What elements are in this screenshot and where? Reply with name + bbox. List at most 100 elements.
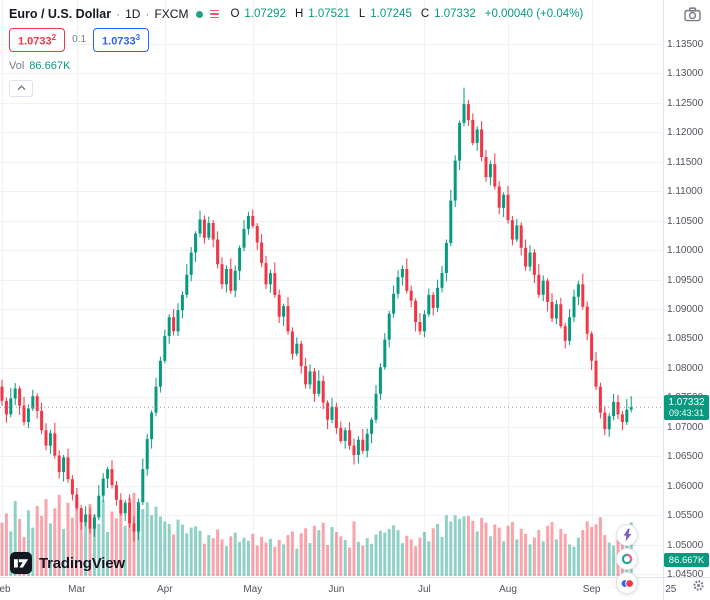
low-label: L	[358, 8, 366, 20]
volume-bar	[484, 522, 488, 576]
volume-bar	[339, 536, 343, 576]
volume-bar	[106, 532, 110, 576]
volume-bar	[387, 528, 391, 576]
volume-bar	[524, 533, 528, 576]
candle-body	[62, 457, 66, 473]
community-button[interactable]	[616, 572, 638, 594]
candle-body	[356, 439, 360, 455]
time-axis[interactable]	[0, 578, 710, 600]
candle-body	[79, 508, 83, 523]
candle-body	[31, 396, 35, 409]
exchange-label[interactable]: FXCM	[154, 7, 189, 21]
sell-price-sup: 2	[51, 33, 57, 42]
price-axis[interactable]	[663, 0, 710, 577]
volume-bar	[273, 546, 277, 576]
open-value: 1.07292	[244, 8, 286, 20]
candle-body	[277, 294, 281, 317]
volume-bar	[123, 525, 127, 576]
volume-bar	[356, 541, 360, 576]
volume-bar	[519, 528, 523, 576]
volume-bar	[431, 528, 435, 576]
bar-countdown: 09:43:31	[668, 408, 705, 418]
volume-bar	[114, 518, 118, 576]
candle-body	[308, 371, 312, 385]
volume-bar	[88, 504, 92, 576]
tradingview-logo[interactable]: TradingView	[10, 552, 125, 574]
quick-menu-icon[interactable]	[210, 9, 220, 19]
volume-bar	[286, 535, 290, 576]
volume-bar	[370, 543, 374, 576]
volume-bar	[299, 533, 303, 576]
candle-body	[519, 225, 523, 248]
spread-value: 0.1	[72, 34, 87, 46]
symbol-title[interactable]: Euro / U.S. Dollar	[9, 7, 112, 21]
volume-bar	[0, 522, 4, 576]
candle-body	[136, 502, 140, 532]
last-price-badge: 1.07332 09:43:31	[664, 395, 709, 420]
candle-body	[194, 233, 198, 253]
snapshot-camera-icon[interactable]	[684, 7, 701, 27]
volume-bar	[277, 540, 281, 576]
price-tick-label: 1.07000	[667, 422, 704, 433]
candle-body	[26, 408, 30, 422]
legend-collapse-button[interactable]	[9, 79, 33, 97]
volume-bar	[251, 533, 255, 576]
time-tick-label: May	[243, 584, 262, 595]
time-axis-settings-icon[interactable]	[692, 579, 705, 597]
streams-button[interactable]	[616, 524, 638, 546]
candle-body	[431, 294, 435, 308]
candle-body	[53, 433, 57, 456]
candle-body	[92, 517, 96, 529]
candle-body	[629, 407, 633, 410]
volume-bar	[198, 530, 202, 576]
volume-bar	[528, 544, 532, 576]
candle-body	[506, 194, 510, 221]
volume-bar	[532, 537, 536, 576]
volume-bar	[572, 546, 576, 576]
candle-body	[510, 220, 514, 240]
volume-bar	[233, 532, 237, 576]
time-tick-label: Feb	[0, 584, 11, 595]
volume-bar	[13, 501, 17, 576]
candle-body	[392, 293, 396, 314]
volume-bar	[321, 522, 325, 576]
volume-bar	[440, 536, 444, 576]
candle-body	[466, 104, 470, 120]
last-price-value: 1.07332	[668, 397, 705, 408]
candle-body	[524, 247, 528, 267]
volume-bar	[141, 509, 145, 576]
candle-body	[84, 514, 88, 523]
buy-button[interactable]: 1.07333	[93, 28, 150, 52]
volume-bar	[220, 539, 224, 576]
trade-buttons-row: 1.07332 0.1 1.07333	[9, 28, 583, 52]
candle-body	[515, 225, 519, 240]
price-tick-label: 1.10000	[667, 245, 704, 256]
volume-bar	[31, 527, 35, 576]
sell-price: 1.0733	[18, 35, 52, 48]
timeframe-label[interactable]: 1D	[125, 7, 141, 21]
candle-body	[405, 269, 409, 291]
high-label: H	[294, 8, 304, 20]
candle-body	[616, 402, 620, 415]
price-tick-label: 1.11000	[667, 186, 703, 197]
volume-bar	[378, 530, 382, 576]
candle-body	[22, 405, 26, 423]
volume-bar	[246, 540, 250, 576]
sentiment-button[interactable]	[616, 548, 638, 570]
candle-body	[585, 306, 589, 334]
candle-body	[497, 186, 501, 208]
candle-body	[343, 430, 347, 441]
close-value: 1.07332	[434, 8, 476, 20]
candle-body	[620, 414, 624, 423]
candle-body	[88, 514, 92, 529]
candle-body	[383, 339, 387, 368]
volume-bar	[260, 536, 264, 576]
volume-bar	[444, 515, 448, 576]
volume-bar	[343, 540, 347, 576]
sell-button[interactable]: 1.07332	[9, 28, 66, 52]
candle-body	[97, 495, 101, 518]
volume-bar	[282, 544, 286, 576]
volume-bar	[594, 524, 598, 576]
price-tick-label: 1.08000	[667, 363, 704, 374]
